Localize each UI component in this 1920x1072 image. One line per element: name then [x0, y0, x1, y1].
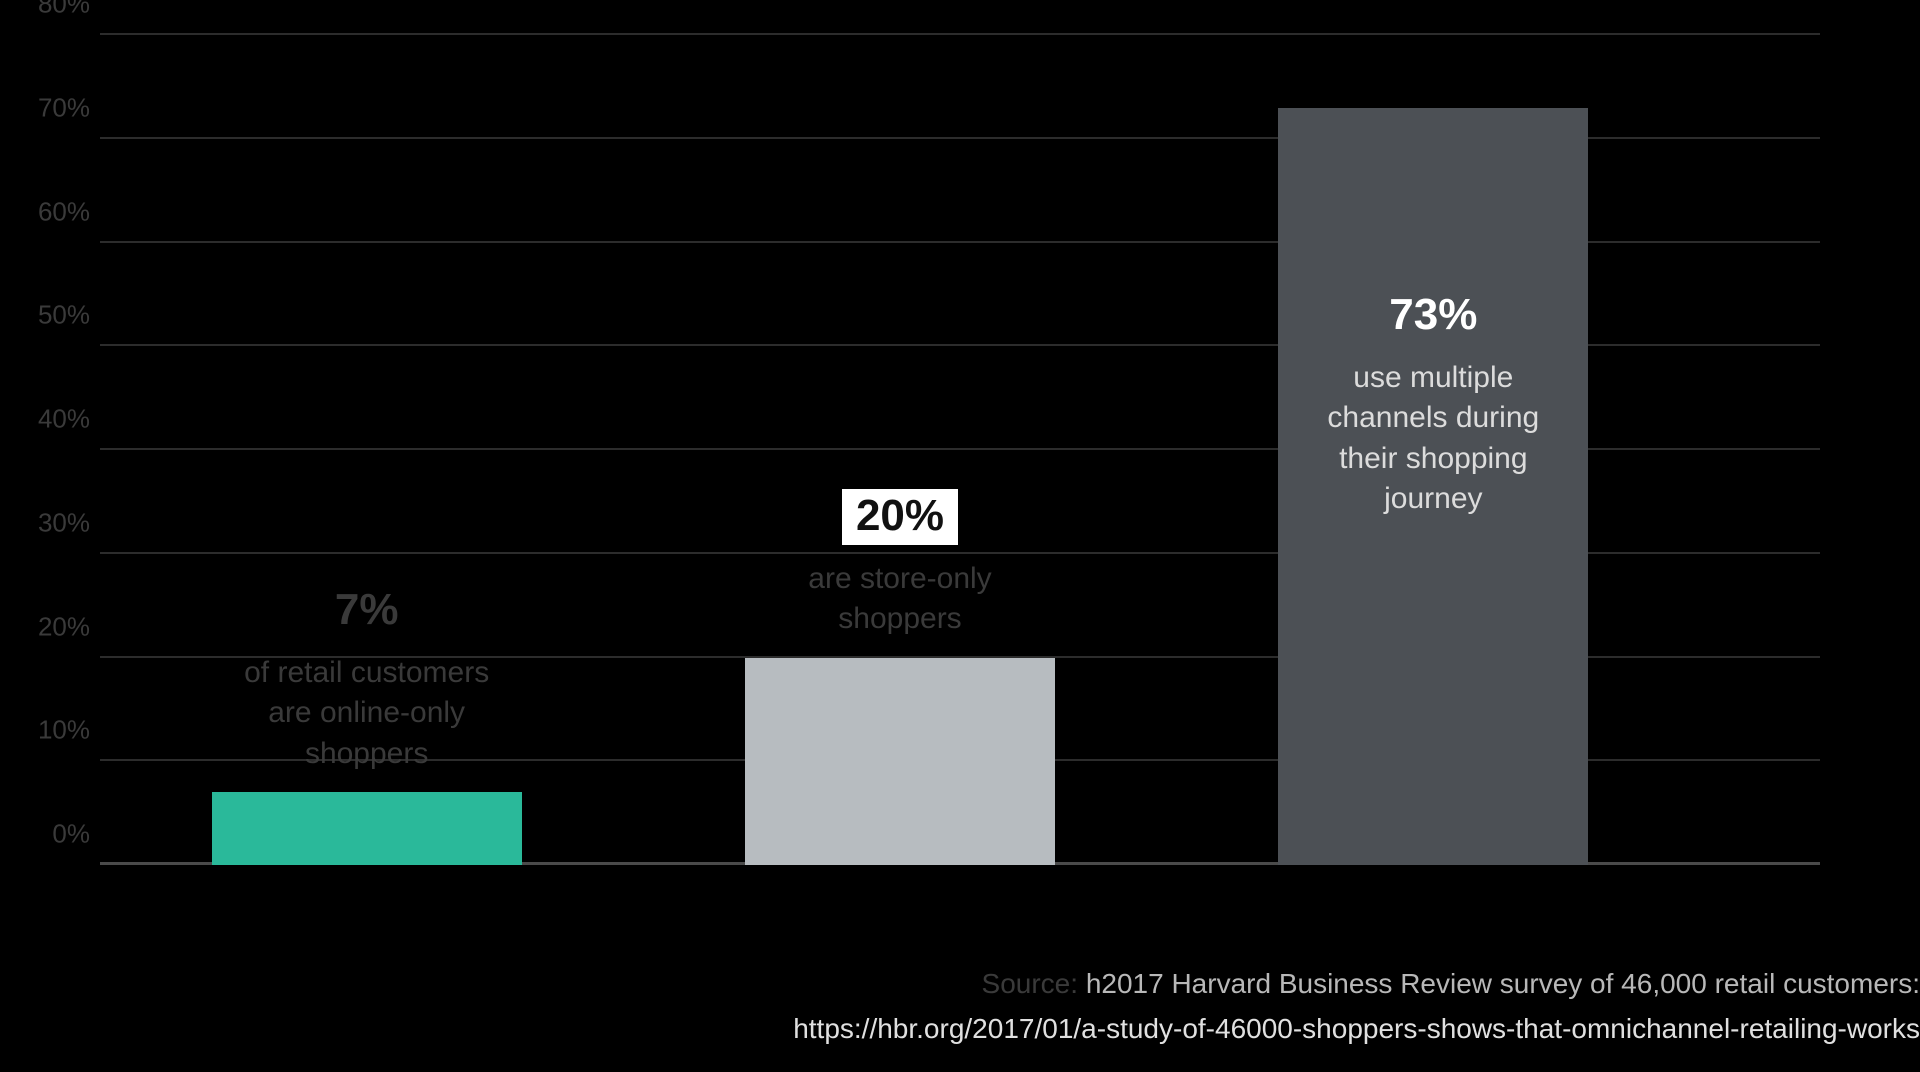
y-tick: 20% [30, 611, 90, 642]
y-tick: 80% [30, 0, 90, 20]
bars-container: 7% of retail customers are online-only s… [100, 35, 1700, 865]
bar-percent-label: 20% [842, 489, 958, 545]
bar-slot-store-only: 20% are store-only shoppers [745, 35, 1055, 865]
bar-description: are store-only shoppers [690, 559, 1110, 640]
y-tick: 30% [30, 507, 90, 538]
y-tick: 50% [30, 300, 90, 331]
bar-percent-label: 73% [1375, 288, 1491, 344]
bar-annotation: 73% use multiple channels during their s… [1293, 288, 1573, 520]
bar-chart: 0% 10% 20% 30% 40% 50% 60% 70% 80% 7% of… [100, 35, 1820, 865]
bar-annotation: 20% are store-only shoppers [690, 489, 1110, 640]
bar-percent-label: 7% [321, 583, 413, 639]
bar-slot-online-only: 7% of retail customers are online-only s… [212, 35, 522, 865]
y-tick: 0% [30, 819, 90, 850]
source-label: Source: [982, 968, 1079, 999]
bar [212, 792, 522, 865]
y-tick: 70% [30, 92, 90, 123]
bar [745, 658, 1055, 866]
y-tick: 10% [30, 715, 90, 746]
source-text: h2017 Harvard Business Review survey of … [1086, 968, 1920, 999]
source-url: https://hbr.org/2017/01/a-study-of-46000… [793, 1007, 1920, 1052]
y-tick: 40% [30, 404, 90, 435]
bar-description: of retail customers are online-only shop… [157, 653, 577, 775]
y-tick: 60% [30, 196, 90, 227]
bar: 73% use multiple channels during their s… [1278, 108, 1588, 865]
source-citation: Source: h2017 Harvard Business Review su… [793, 962, 1920, 1052]
bar-description: use multiple channels during their shopp… [1293, 358, 1573, 520]
bar-annotation: 7% of retail customers are online-only s… [157, 583, 577, 775]
y-axis: 0% 10% 20% 30% 40% 50% 60% 70% 80% [30, 35, 90, 865]
bar-slot-multichannel: 73% use multiple channels during their s… [1278, 35, 1588, 865]
